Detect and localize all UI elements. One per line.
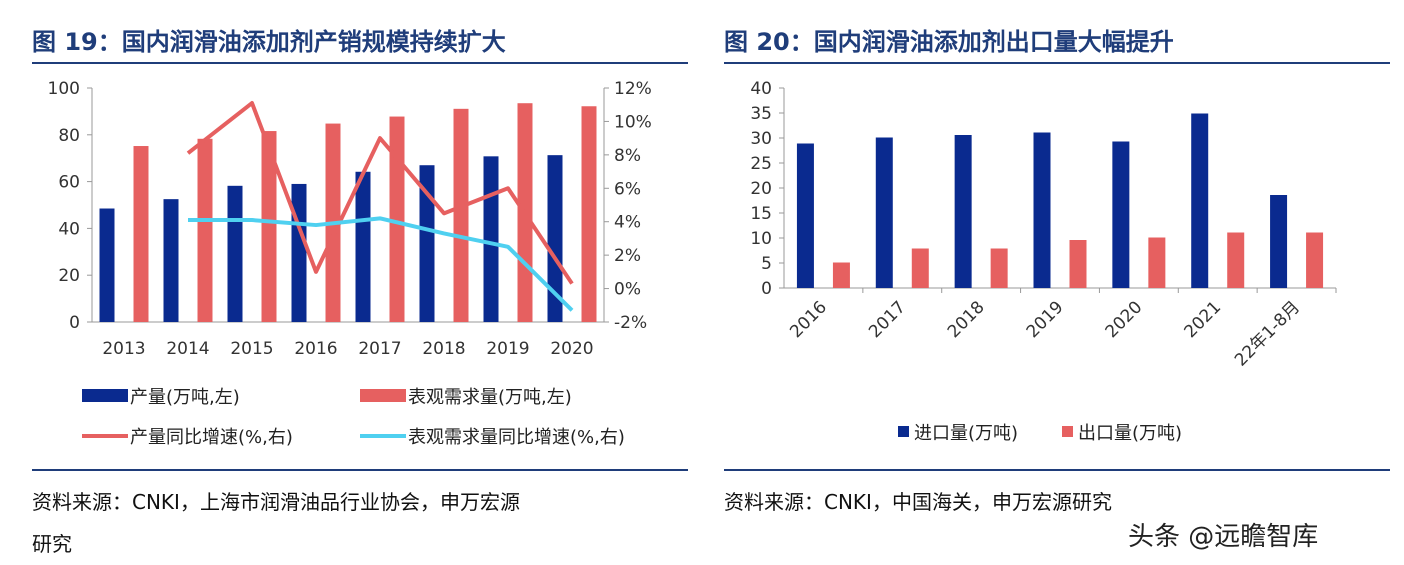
left-title-rule xyxy=(32,62,688,64)
x-tick-label: 2013 xyxy=(102,339,145,359)
bar-production xyxy=(547,155,563,322)
right-chart: 0 5 10 15 20 25 30 35 40 2016 2017 2018 2019 2020 2021… xyxy=(750,79,1337,444)
x-tick-label: 2017 xyxy=(865,297,910,342)
left-axis-tick-label: 100 xyxy=(48,79,80,99)
legend-label: 表观需求量(万吨,左) xyxy=(408,387,572,408)
legend-swatch xyxy=(898,426,909,437)
left-source-rule xyxy=(32,469,688,471)
bar-demand xyxy=(261,131,277,322)
bar-export xyxy=(911,248,929,288)
bar-import xyxy=(1191,113,1209,288)
right-axis-tick-label: 2% xyxy=(614,246,641,266)
right-axis-tick-label: 10% xyxy=(614,112,652,132)
bar-import xyxy=(1270,195,1288,288)
bar-import xyxy=(796,143,814,288)
legend-label: 产量(万吨,左) xyxy=(130,387,240,408)
bar-export xyxy=(1227,232,1245,288)
bar-export xyxy=(1306,232,1324,288)
left-axis-tick-label: 60 xyxy=(58,173,80,193)
right-axis-tick-label: -2% xyxy=(614,313,647,333)
bar-demand xyxy=(581,106,597,322)
bar-production xyxy=(419,165,435,322)
bar-export xyxy=(1069,240,1087,288)
left-chart-title: 图 19：国内润滑油添加剂产销规模持续扩大 xyxy=(32,28,506,56)
bar-production xyxy=(99,208,115,322)
bar-export xyxy=(1148,237,1166,288)
bar-production xyxy=(355,171,371,322)
left-source-line-1: 资料来源：CNKI，上海市润滑油品行业协会，申万宏源 xyxy=(32,490,520,514)
x-tick-label: 2016 xyxy=(294,339,337,359)
x-tick-label: 2018 xyxy=(422,339,465,359)
left-axis-tick-label: 80 xyxy=(58,126,80,146)
bar-export xyxy=(832,262,850,288)
legend-swatch xyxy=(360,389,406,402)
bar-import xyxy=(1112,141,1130,288)
right-axis-tick-label: 8% xyxy=(614,146,641,166)
x-tick-label: 2016 xyxy=(786,297,831,342)
y-axis-tick-label: 10 xyxy=(750,229,772,249)
x-tick-label: 2019 xyxy=(486,339,529,359)
bar-demand xyxy=(389,116,405,322)
x-tick-label: 2018 xyxy=(944,297,989,342)
x-tick-label: 2021 xyxy=(1181,297,1226,342)
right-axis-tick-label: 4% xyxy=(614,213,641,233)
right-chart-title: 图 20：国内润滑油添加剂出口量大幅提升 xyxy=(724,28,1174,56)
right-title-rule xyxy=(724,62,1390,64)
left-source-line-2: 研究 xyxy=(32,532,72,556)
bar-demand xyxy=(197,138,213,322)
right-source-rule xyxy=(724,469,1390,471)
line-demand-growth xyxy=(188,216,574,312)
right-axis-tick-label: 0% xyxy=(614,280,641,300)
bar-production xyxy=(227,185,243,322)
y-axis-tick-label: 35 xyxy=(750,104,772,124)
bar-production xyxy=(163,199,179,322)
legend-label: 表观需求量同比增速(%,右) xyxy=(408,427,625,448)
y-axis-tick-label: 0 xyxy=(761,279,772,299)
bar-demand xyxy=(453,108,469,322)
y-axis-tick-label: 5 xyxy=(761,254,772,274)
bar-import xyxy=(954,135,972,288)
bar-import xyxy=(875,137,893,288)
legend-swatch xyxy=(1062,426,1073,437)
y-axis-tick-label: 20 xyxy=(750,179,772,199)
legend-label: 产量同比增速(%,右) xyxy=(130,427,293,448)
y-axis-tick-label: 40 xyxy=(750,79,772,99)
bar-demand xyxy=(133,146,149,322)
legend-label: 出口量(万吨) xyxy=(1078,423,1182,444)
right-source: 资料来源：CNKI，中国海关，申万宏源研究 xyxy=(724,490,1112,514)
x-tick-label: 2020 xyxy=(1102,297,1147,342)
left-axis-tick-label: 0 xyxy=(69,313,80,333)
x-tick-label: 2017 xyxy=(358,339,401,359)
left-axis-tick-label: 20 xyxy=(58,266,80,286)
left-chart: 0 20 40 60 80 100 -2% 0% 2% 4% 6% 8% 10% 12% 2013 2014 2… xyxy=(48,79,652,448)
y-axis-tick-label: 25 xyxy=(750,154,772,174)
right-axis-tick-label: 12% xyxy=(614,79,652,99)
bar-export xyxy=(990,248,1008,288)
x-tick-label: 2014 xyxy=(166,339,209,359)
x-tick-label: 2020 xyxy=(550,339,593,359)
legend-swatch xyxy=(82,389,128,402)
left-axis-tick-label: 40 xyxy=(58,219,80,239)
bar-production xyxy=(483,156,499,322)
right-axis-tick-label: 6% xyxy=(614,179,641,199)
y-axis-tick-label: 30 xyxy=(750,129,772,149)
y-axis-tick-label: 15 xyxy=(750,204,772,224)
x-tick-label: 2019 xyxy=(1023,297,1068,342)
line-production-growth xyxy=(186,101,574,285)
x-tick-label: 2015 xyxy=(230,339,273,359)
bar-production xyxy=(291,183,307,322)
x-tick-label: 22年1-8月 xyxy=(1231,297,1304,370)
legend-label: 进口量(万吨) xyxy=(914,423,1018,444)
bar-import xyxy=(1033,132,1051,288)
watermark: 头条 @远瞻智库 xyxy=(1128,522,1319,552)
